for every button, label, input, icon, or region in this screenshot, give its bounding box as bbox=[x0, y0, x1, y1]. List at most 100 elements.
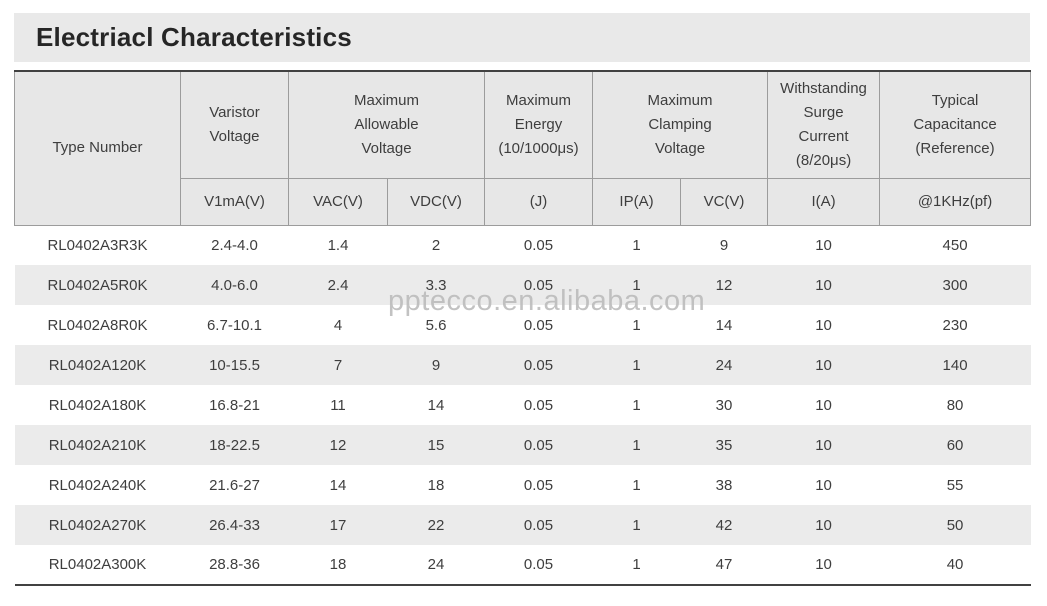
header-max-clamping-voltage: Maximum Clamping Voltage bbox=[592, 70, 769, 179]
cell-i-a: 10 bbox=[815, 316, 832, 334]
cell-vac: 2.4 bbox=[327, 276, 349, 294]
header-typical-capacitance: Typical Capacitance (Reference) bbox=[879, 70, 1032, 179]
cell-capacitance: 80 bbox=[946, 396, 964, 414]
unit-ia: I(A) bbox=[767, 177, 881, 226]
cell-i-a: 10 bbox=[815, 356, 832, 374]
cell-vc-v: 9 bbox=[719, 236, 729, 254]
cell-vac: 1.4 bbox=[327, 236, 349, 254]
table-body: RL0402A3R3K 2.4-4.0 1.4 2 0.05 1 9 10 450 RL0402A… bbox=[14, 225, 1031, 585]
table-row: RL0402A300K 28.8-36 18 24 0.05 1 47 10 40 bbox=[15, 545, 1031, 585]
table-row: RL0402A5R0K 4.0-6.0 2.4 3.3 0.05 1 12 10 300 bbox=[14, 265, 1031, 305]
cell-capacitance: 55 bbox=[946, 476, 964, 494]
cell-vac: 18 bbox=[329, 556, 347, 573]
cell-v1ma: 21.6-27 bbox=[209, 476, 260, 494]
cell-type-number: RL0402A120K bbox=[48, 356, 147, 374]
table-row: RL0402A3R3K 2.4-4.0 1.4 2 0.05 1 9 10 450 bbox=[15, 225, 1031, 265]
cell-capacitance: 450 bbox=[942, 236, 968, 254]
unit-ip: IP(A) bbox=[592, 177, 682, 226]
unit-vc: VC(V) bbox=[680, 177, 769, 226]
cell-capacitance: 140 bbox=[942, 356, 968, 374]
header-max-energy: Maximum Energy (10/1000μs) bbox=[484, 70, 594, 179]
cell-vac: 4 bbox=[333, 316, 343, 334]
cell-vdc: 14 bbox=[427, 396, 445, 414]
cell-i-a: 10 bbox=[815, 516, 832, 534]
cell-v1ma: 6.7-10.1 bbox=[206, 316, 263, 334]
cell-v1ma: 10-15.5 bbox=[209, 356, 260, 374]
cell-vc-v: 14 bbox=[715, 316, 733, 334]
cell-energy-j: 0.05 bbox=[523, 316, 554, 334]
header-type-number: Type Number bbox=[14, 70, 181, 226]
cell-v1ma: 4.0-6.0 bbox=[211, 276, 258, 294]
cell-vac: 14 bbox=[329, 476, 347, 494]
cell-type-number: RL0402A3R3K bbox=[47, 236, 148, 254]
cell-type-number: RL0402A300K bbox=[48, 556, 147, 573]
cell-vac: 12 bbox=[329, 436, 347, 454]
cell-energy-j: 0.05 bbox=[523, 556, 554, 573]
header-group-row: Type Number Varistor Voltage Maximum All… bbox=[14, 70, 1032, 226]
cell-vdc: 5.6 bbox=[425, 316, 447, 334]
datasheet-section: Electriacl Characteristics Type Number V… bbox=[14, 13, 1032, 586]
cell-v1ma: 16.8-21 bbox=[209, 396, 260, 414]
header-varistor-voltage: Varistor Voltage bbox=[180, 70, 289, 179]
cell-i-a: 10 bbox=[815, 476, 832, 494]
cell-v1ma: 28.8-36 bbox=[209, 556, 260, 573]
cell-ip-a: 1 bbox=[632, 276, 641, 294]
cell-vc-v: 12 bbox=[715, 276, 733, 294]
cell-energy-j: 0.05 bbox=[523, 396, 554, 414]
cell-vdc: 2 bbox=[431, 236, 441, 254]
cell-ip-a: 1 bbox=[632, 476, 641, 494]
cell-ip-a: 1 bbox=[632, 236, 641, 254]
cell-energy-j: 0.05 bbox=[523, 516, 554, 534]
cell-i-a: 10 bbox=[815, 436, 832, 454]
section-title: Electriacl Characteristics bbox=[36, 22, 352, 52]
cell-ip-a: 1 bbox=[632, 396, 641, 414]
header-max-allowable-voltage: Maximum Allowable Voltage bbox=[287, 70, 486, 179]
table-header: Type Number Varistor Voltage Maximum All… bbox=[14, 70, 1032, 226]
cell-vdc: 22 bbox=[427, 516, 445, 534]
cell-type-number: RL0402A8R0K bbox=[47, 316, 148, 334]
table-row: RL0402A180K 16.8-21 11 14 0.05 1 30 10 80 bbox=[15, 385, 1031, 425]
cell-i-a: 10 bbox=[815, 396, 832, 414]
cell-ip-a: 1 bbox=[632, 316, 641, 334]
cell-energy-j: 0.05 bbox=[523, 436, 554, 454]
cell-i-a: 10 bbox=[815, 276, 832, 294]
cell-vdc: 18 bbox=[427, 476, 445, 494]
cell-capacitance: 300 bbox=[942, 276, 968, 294]
cell-vc-v: 30 bbox=[715, 396, 733, 414]
header-unit-row: V1mA(V) VAC(V) VDC(V) (J) IP(A) VC(V) I(… bbox=[15, 177, 1032, 226]
table-row: RL0402A240K 21.6-27 14 18 0.05 1 38 10 55 bbox=[15, 465, 1031, 505]
unit-v1ma: V1mA(V) bbox=[180, 177, 289, 226]
cell-capacitance: 40 bbox=[946, 556, 964, 573]
cell-vdc: 15 bbox=[427, 436, 445, 454]
cell-ip-a: 1 bbox=[632, 436, 641, 454]
cell-i-a: 10 bbox=[815, 556, 832, 573]
cell-vac: 17 bbox=[329, 516, 347, 534]
cell-type-number: RL0402A270K bbox=[48, 516, 147, 534]
cell-vc-v: 35 bbox=[715, 436, 733, 454]
cell-type-number: RL0402A5R0K bbox=[47, 276, 148, 294]
cell-ip-a: 1 bbox=[632, 556, 641, 573]
cell-vdc: 9 bbox=[431, 356, 441, 374]
unit-vac: VAC(V) bbox=[288, 177, 388, 226]
title-bar: Electriacl Characteristics bbox=[14, 13, 1030, 62]
cell-vac: 7 bbox=[333, 356, 343, 374]
table-row: RL0402A210K 18-22.5 12 15 0.05 1 35 10 60 bbox=[14, 425, 1031, 465]
cell-energy-j: 0.05 bbox=[523, 356, 554, 374]
header-surge-current: Withstanding Surge Current (8/20μs) bbox=[767, 70, 881, 179]
electrical-characteristics-table: Type Number Varistor Voltage Maximum All… bbox=[14, 70, 1032, 586]
cell-v1ma: 2.4-4.0 bbox=[211, 236, 258, 254]
unit-capacitance: @1KHz(pf) bbox=[879, 177, 1032, 226]
title-table-gap bbox=[14, 62, 1030, 70]
cell-vc-v: 42 bbox=[715, 516, 733, 534]
table-row: RL0402A120K 10-15.5 7 9 0.05 1 24 10 140 bbox=[14, 345, 1031, 385]
cell-i-a: 10 bbox=[815, 236, 832, 254]
cell-ip-a: 1 bbox=[632, 516, 641, 534]
cell-capacitance: 60 bbox=[946, 436, 964, 454]
cell-vc-v: 38 bbox=[715, 476, 733, 494]
cell-type-number: RL0402A240K bbox=[48, 476, 147, 494]
cell-vac: 11 bbox=[330, 396, 346, 414]
table-row: RL0402A270K 26.4-33 17 22 0.05 1 42 10 50 bbox=[14, 505, 1031, 545]
unit-joule: (J) bbox=[484, 177, 594, 226]
cell-type-number: RL0402A180K bbox=[48, 396, 147, 414]
cell-capacitance: 50 bbox=[946, 516, 964, 534]
